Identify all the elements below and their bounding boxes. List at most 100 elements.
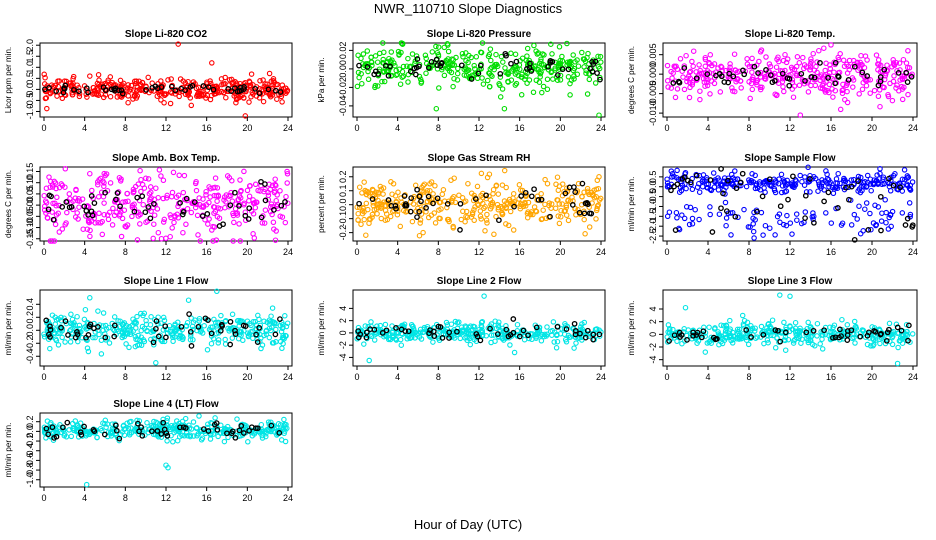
- data-point: [158, 235, 165, 242]
- reference-point: [113, 422, 119, 429]
- data-point: [381, 199, 387, 205]
- y-tick-label: 0.00: [25, 196, 35, 214]
- reference-point: [71, 86, 77, 93]
- reference-point: [78, 432, 85, 438]
- data-point: [424, 199, 431, 205]
- data-point: [137, 167, 143, 174]
- reference-point: [43, 317, 50, 324]
- data-point: [472, 204, 478, 210]
- data-point: [148, 314, 154, 320]
- data-point: [147, 184, 154, 190]
- data-point: [84, 345, 91, 351]
- reference-point: [53, 88, 60, 94]
- reference-point: [154, 428, 161, 434]
- x-tick-label: 20: [242, 247, 252, 257]
- data-point: [839, 316, 845, 323]
- data-point: [684, 78, 690, 85]
- data-point: [686, 221, 693, 228]
- panel-title: Slope Line 2 Flow: [437, 276, 522, 287]
- reference-point: [487, 325, 493, 332]
- data-point: [369, 214, 375, 220]
- data-point: [881, 84, 887, 91]
- data-point: [551, 339, 557, 345]
- y-tick-label: -0.04: [338, 96, 348, 117]
- reference-point: [180, 209, 187, 215]
- data-point: [493, 51, 499, 58]
- data-point: [534, 51, 541, 57]
- data-point: [404, 63, 410, 69]
- reference-point: [597, 76, 603, 83]
- reference-point: [236, 203, 242, 209]
- data-point: [183, 221, 189, 228]
- data-point: [877, 166, 883, 172]
- x-tick-label: 8: [436, 123, 441, 133]
- reference-point: [582, 334, 589, 341]
- data-point: [119, 334, 125, 341]
- data-point: [567, 92, 573, 98]
- data-point: [797, 325, 803, 332]
- data-point: [796, 60, 803, 66]
- data-point: [282, 219, 289, 226]
- data-point: [69, 316, 76, 323]
- data-point: [471, 62, 477, 69]
- data-point: [475, 68, 482, 75]
- data-point: [889, 97, 896, 104]
- data-point: [471, 206, 477, 213]
- data-point: [354, 83, 361, 90]
- reference-point: [102, 334, 109, 341]
- data-point: [139, 86, 146, 93]
- data-point: [889, 208, 896, 215]
- y-tick-label: 0.2: [338, 171, 348, 184]
- data-point: [170, 425, 176, 431]
- data-point: [67, 339, 74, 345]
- data-point: [99, 81, 106, 88]
- data-point: [523, 192, 530, 199]
- reference-point: [446, 335, 452, 341]
- data-point: [565, 74, 572, 80]
- data-point: [376, 50, 383, 57]
- reference-point: [739, 170, 746, 177]
- data-point: [86, 219, 93, 226]
- data-point: [868, 226, 874, 233]
- data-point: [358, 221, 364, 228]
- reference-point: [587, 65, 594, 72]
- x-tick-label: 8: [746, 372, 751, 382]
- data-point: [459, 50, 466, 57]
- data-point: [430, 339, 436, 345]
- y-tick-label: -0.1: [338, 211, 348, 227]
- data-point: [854, 60, 861, 66]
- data-point: [449, 56, 455, 62]
- data-point: [120, 321, 126, 327]
- data-point: [891, 73, 897, 79]
- x-tick-label: 0: [41, 123, 46, 133]
- x-tick-label: 0: [664, 372, 669, 382]
- data-point: [706, 61, 713, 67]
- data-point: [568, 77, 575, 83]
- x-axis-label: Hour of Day (UTC): [413, 517, 523, 532]
- data-point: [90, 84, 97, 91]
- x-tick-label: 4: [82, 372, 87, 382]
- data-point: [441, 198, 448, 204]
- data-point: [207, 436, 214, 442]
- data-point: [808, 338, 814, 344]
- reference-point: [216, 223, 223, 229]
- data-point: [775, 180, 782, 187]
- reference-point: [195, 323, 202, 330]
- data-point: [878, 76, 884, 83]
- data-point: [423, 55, 429, 62]
- data-point: [247, 84, 254, 90]
- data-point: [360, 204, 366, 211]
- reference-point: [111, 333, 118, 340]
- data-point: [98, 351, 105, 357]
- data-point: [767, 63, 774, 70]
- data-point: [886, 214, 892, 221]
- data-point: [42, 74, 48, 81]
- data-point: [790, 94, 797, 100]
- data-point: [374, 59, 381, 65]
- data-point: [811, 213, 817, 220]
- data-point: [728, 232, 734, 238]
- data-point: [679, 212, 685, 218]
- data-point: [185, 92, 192, 98]
